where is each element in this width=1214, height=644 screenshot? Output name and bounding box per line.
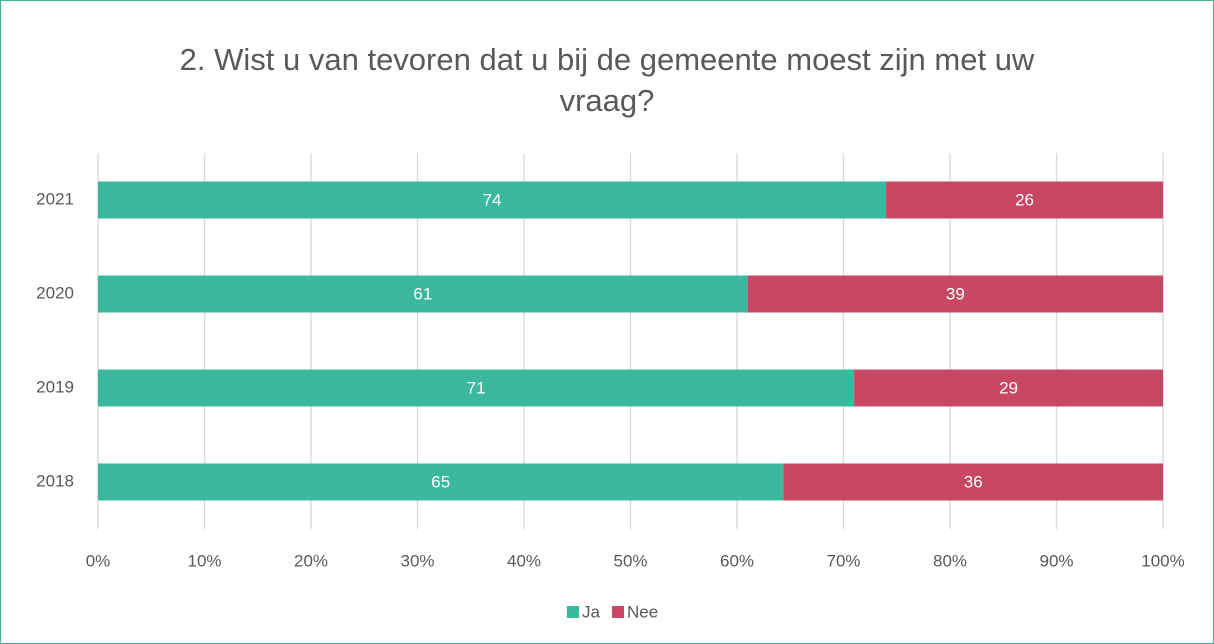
bar-segment — [854, 369, 1163, 407]
data-label: 26 — [1015, 190, 1034, 209]
x-tick-label: 10% — [187, 551, 221, 570]
legend-label: Ja — [582, 602, 601, 621]
bar-segment — [886, 181, 1163, 219]
bar-segment — [98, 463, 784, 501]
legend-label: Nee — [627, 602, 658, 621]
x-tick-label: 40% — [507, 551, 541, 570]
x-tick-label: 20% — [294, 551, 328, 570]
y-tick-label: 2021 — [36, 189, 74, 208]
data-label: 39 — [946, 284, 965, 303]
x-tick-label: 0% — [86, 551, 111, 570]
x-tick-label: 70% — [826, 551, 860, 570]
y-tick-label: 2020 — [36, 283, 74, 302]
data-label: 71 — [467, 378, 486, 397]
x-tick-label: 100% — [1141, 551, 1184, 570]
chart-title: 2. Wist u van tevoren dat u bij de gemee… — [179, 42, 1035, 118]
bar-segment — [747, 275, 1163, 313]
bar-segment — [98, 275, 748, 313]
bar-segment — [98, 181, 887, 219]
y-tick-label: 2019 — [36, 377, 74, 396]
legend-swatch — [611, 606, 624, 618]
x-tick-label: 90% — [1039, 551, 1073, 570]
data-label: 36 — [964, 472, 983, 491]
legend-swatch — [567, 606, 579, 618]
data-label: 29 — [999, 378, 1018, 397]
bar-segment — [98, 369, 855, 407]
x-tick-label: 30% — [400, 551, 434, 570]
data-label: 61 — [413, 284, 432, 303]
x-tick-label: 80% — [933, 551, 967, 570]
x-tick-label: 60% — [720, 551, 754, 570]
x-tick-label: 50% — [613, 551, 647, 570]
data-label: 74 — [483, 190, 502, 209]
y-tick-label: 2018 — [36, 471, 74, 490]
data-label: 65 — [431, 472, 450, 491]
bar-segment — [783, 463, 1163, 501]
